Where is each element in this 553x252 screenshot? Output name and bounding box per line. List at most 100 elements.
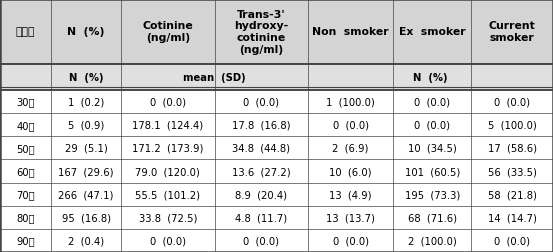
- Bar: [51, 64, 121, 91]
- Text: 17.8  (16.8): 17.8 (16.8): [232, 120, 291, 130]
- Text: Ex  smoker: Ex smoker: [399, 27, 466, 37]
- Text: 13.6  (27.2): 13.6 (27.2): [232, 166, 291, 176]
- Text: 30대: 30대: [17, 97, 35, 107]
- Text: 70대: 70대: [17, 190, 35, 199]
- Text: 0  (0.0): 0 (0.0): [150, 236, 186, 245]
- Text: 5  (100.0): 5 (100.0): [488, 120, 536, 130]
- Bar: [0, 114, 51, 137]
- Text: 95  (16.8): 95 (16.8): [61, 212, 111, 223]
- Bar: [215, 229, 308, 252]
- Bar: [0, 91, 51, 114]
- Bar: [471, 137, 553, 160]
- Bar: [393, 160, 471, 183]
- Text: mean  (SD): mean (SD): [183, 73, 246, 82]
- Bar: [215, 114, 308, 137]
- Text: 13  (13.7): 13 (13.7): [326, 212, 375, 223]
- Text: 13  (4.9): 13 (4.9): [329, 190, 372, 199]
- Bar: [0, 229, 51, 252]
- Text: 80대: 80대: [17, 212, 35, 223]
- Bar: [121, 64, 215, 91]
- Bar: [215, 64, 308, 91]
- Text: 1  (0.2): 1 (0.2): [68, 97, 105, 107]
- Bar: [51, 229, 121, 252]
- Text: 4.8  (11.7): 4.8 (11.7): [236, 212, 288, 223]
- Text: N  (%): N (%): [67, 27, 105, 37]
- Text: 56  (33.5): 56 (33.5): [488, 166, 536, 176]
- Bar: [121, 114, 215, 137]
- Text: 연령대: 연령대: [16, 27, 35, 37]
- Text: 2  (100.0): 2 (100.0): [408, 236, 456, 245]
- Text: 5  (0.9): 5 (0.9): [68, 120, 105, 130]
- Bar: [393, 183, 471, 206]
- Text: 50대: 50대: [17, 143, 35, 153]
- Bar: [471, 91, 553, 114]
- Text: 68  (71.6): 68 (71.6): [408, 212, 457, 223]
- Bar: [308, 137, 393, 160]
- Bar: [308, 114, 393, 137]
- Bar: [51, 206, 121, 229]
- Text: Current
smoker: Current smoker: [489, 21, 535, 43]
- Text: 178.1  (124.4): 178.1 (124.4): [132, 120, 204, 130]
- Text: 2  (6.9): 2 (6.9): [332, 143, 369, 153]
- Bar: [121, 229, 215, 252]
- Bar: [308, 64, 393, 91]
- Bar: [0, 137, 51, 160]
- Text: 0  (0.0): 0 (0.0): [150, 97, 186, 107]
- Text: 171.2  (173.9): 171.2 (173.9): [132, 143, 204, 153]
- Bar: [51, 137, 121, 160]
- Text: 60대: 60대: [17, 166, 35, 176]
- Text: 90대: 90대: [17, 236, 35, 245]
- Text: 0  (0.0): 0 (0.0): [243, 97, 279, 107]
- Bar: [215, 160, 308, 183]
- Bar: [51, 160, 121, 183]
- Text: 55.5  (101.2): 55.5 (101.2): [135, 190, 200, 199]
- Bar: [393, 114, 471, 137]
- Bar: [215, 206, 308, 229]
- Text: 34.8  (44.8): 34.8 (44.8): [232, 143, 290, 153]
- Bar: [215, 183, 308, 206]
- Bar: [0, 64, 51, 91]
- Bar: [0, 206, 51, 229]
- Text: 0  (0.0): 0 (0.0): [332, 236, 368, 245]
- Bar: [471, 183, 553, 206]
- Text: 29  (5.1): 29 (5.1): [65, 143, 107, 153]
- Bar: [393, 0, 471, 64]
- Bar: [471, 0, 553, 64]
- Text: 2  (0.4): 2 (0.4): [68, 236, 104, 245]
- Bar: [121, 137, 215, 160]
- Text: 58  (21.8): 58 (21.8): [488, 190, 536, 199]
- Bar: [121, 160, 215, 183]
- Text: Non  smoker: Non smoker: [312, 27, 389, 37]
- Text: 33.8  (72.5): 33.8 (72.5): [138, 212, 197, 223]
- Text: 0  (0.0): 0 (0.0): [243, 236, 279, 245]
- Text: 17  (58.6): 17 (58.6): [488, 143, 537, 153]
- Bar: [393, 91, 471, 114]
- Bar: [471, 160, 553, 183]
- Bar: [393, 64, 471, 91]
- Bar: [215, 91, 308, 114]
- Text: N  (%): N (%): [413, 73, 448, 82]
- Bar: [471, 206, 553, 229]
- Text: 0  (0.0): 0 (0.0): [414, 120, 450, 130]
- Bar: [308, 229, 393, 252]
- Bar: [121, 206, 215, 229]
- Text: 10  (6.0): 10 (6.0): [329, 166, 372, 176]
- Text: Cotinine
(ng/ml): Cotinine (ng/ml): [142, 21, 193, 43]
- Bar: [308, 91, 393, 114]
- Text: 8.9  (20.4): 8.9 (20.4): [236, 190, 288, 199]
- Text: 0  (0.0): 0 (0.0): [332, 120, 368, 130]
- Text: 101  (60.5): 101 (60.5): [404, 166, 460, 176]
- Text: 0  (0.0): 0 (0.0): [494, 236, 530, 245]
- Text: 79.0  (120.0): 79.0 (120.0): [135, 166, 200, 176]
- Text: 0  (0.0): 0 (0.0): [494, 97, 530, 107]
- Bar: [215, 137, 308, 160]
- Text: 14  (14.7): 14 (14.7): [488, 212, 536, 223]
- Bar: [0, 0, 51, 64]
- Bar: [471, 114, 553, 137]
- Bar: [51, 0, 121, 64]
- Text: 167  (29.6): 167 (29.6): [59, 166, 114, 176]
- Bar: [308, 160, 393, 183]
- Bar: [51, 183, 121, 206]
- Text: Trans-3'
hydroxy-
cotinine
(ng/ml): Trans-3' hydroxy- cotinine (ng/ml): [234, 10, 289, 54]
- Bar: [393, 206, 471, 229]
